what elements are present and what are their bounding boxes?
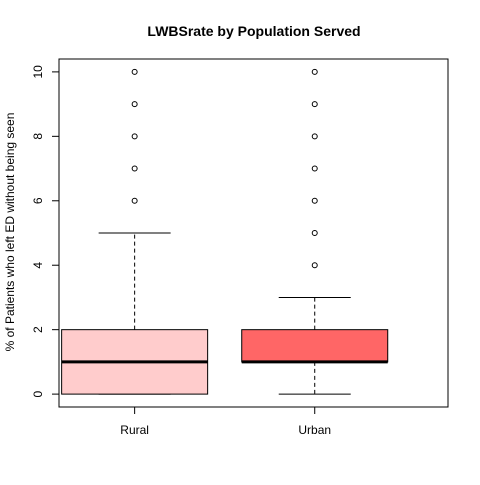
chart-title: LWBSrate by Population Served [147,23,360,39]
x-tick-label: Rural [120,423,149,437]
outlier-point [311,101,318,108]
outlier-point [311,262,318,269]
y-tick-label: 4 [31,262,45,269]
outlier-point [131,101,138,108]
box-urban [241,68,389,395]
x-axis: Rural Urban [120,406,331,437]
boxes [61,68,389,395]
y-tick-label: 8 [31,133,45,140]
y-axis: 0 2 4 6 8 10 [31,65,60,397]
outlier-point [311,133,318,140]
x-tick-label: Urban [298,423,331,437]
y-tick-label: 6 [31,197,45,204]
outlier-point [311,165,318,172]
outlier-point [131,68,138,75]
outlier-point [131,197,138,204]
y-tick-label: 2 [31,326,45,333]
outlier-point [311,230,318,236]
outlier-point [131,133,138,140]
y-tick-label: 10 [31,65,45,79]
outlier-point [311,68,318,75]
box-iqr [241,329,389,363]
y-tick-label: 0 [31,390,45,397]
outlier-point [311,197,318,204]
outlier-point [131,165,138,172]
y-axis-label: % of Patients who left ED without being … [3,113,17,352]
box-rural [61,68,209,395]
